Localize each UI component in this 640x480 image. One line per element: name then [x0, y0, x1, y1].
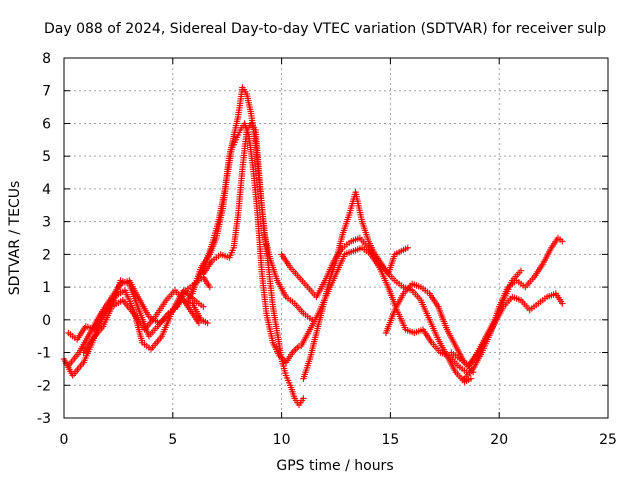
x-tick-label: 5	[168, 432, 177, 448]
series-track-d	[80, 287, 203, 356]
data-point	[467, 375, 475, 382]
data-point	[404, 244, 411, 251]
y-tick-label: -3	[37, 411, 51, 427]
y-tick-label: 7	[42, 84, 51, 100]
grid-lines	[64, 58, 608, 418]
y-tick-label: 2	[42, 247, 51, 263]
axis-ticks	[63, 57, 609, 419]
y-tick-label: 0	[42, 313, 51, 329]
data-point	[204, 319, 211, 327]
series-track-c	[65, 287, 207, 353]
y-tick-label: 3	[42, 215, 51, 231]
y-tick-label: 5	[42, 149, 51, 165]
series-secondary-peak	[189, 120, 303, 366]
data-point	[517, 267, 525, 274]
data-points	[60, 84, 566, 409]
data-point	[290, 347, 298, 355]
plot-frame	[63, 57, 609, 419]
x-axis-title: GPS time / hours	[276, 458, 393, 474]
y-tick-label: 1	[42, 280, 51, 296]
x-tick-label: 25	[599, 432, 617, 448]
y-axis-title: SDTVAR / TECUs	[7, 181, 23, 296]
x-tick-label: 15	[381, 432, 399, 448]
chart-title: Day 088 of 2024, Sidereal Day-to-day VTE…	[44, 21, 606, 37]
y-tick-label: 8	[42, 51, 51, 67]
data-point	[300, 395, 307, 402]
x-tick-label: 0	[60, 432, 69, 448]
y-tick-label: -2	[37, 378, 51, 394]
data-point	[559, 238, 566, 245]
y-tick-label: -1	[37, 346, 51, 362]
data-point	[200, 303, 207, 310]
data-point	[559, 300, 566, 307]
tick-labels: -3 -2 -1 0 1 2 3 4 5 6 7 8 0 5 10 15 20 25	[37, 51, 617, 448]
series-third-peak	[200, 120, 316, 323]
data-point	[206, 283, 213, 291]
x-tick-label: 10	[273, 432, 291, 448]
y-tick-label: 6	[42, 116, 51, 132]
x-tick-label: 20	[490, 432, 508, 448]
data-point	[195, 319, 203, 327]
series-late-low	[448, 267, 525, 369]
y-tick-label: 4	[42, 182, 51, 198]
